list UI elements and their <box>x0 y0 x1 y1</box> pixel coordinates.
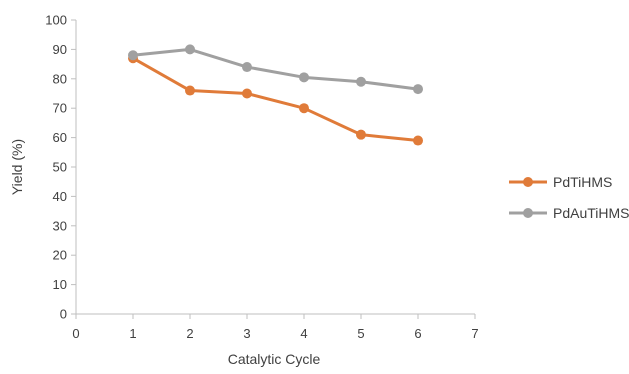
data-point-pdautihms <box>128 50 138 61</box>
data-point-pdautihms <box>413 84 423 95</box>
y-tick-label: 40 <box>53 189 67 204</box>
x-tick-label: 4 <box>300 326 307 341</box>
x-tick-label: 3 <box>243 326 250 341</box>
data-point-pdtihms <box>185 85 195 96</box>
data-point-pdtihms <box>242 88 252 99</box>
series-layer <box>128 44 423 146</box>
data-point-pdtihms <box>356 129 366 140</box>
y-tick-label: 100 <box>45 13 67 28</box>
data-point-pdtihms <box>413 135 423 146</box>
x-tick-label: 6 <box>414 326 421 341</box>
data-point-pdautihms <box>242 62 252 73</box>
y-tick-label: 20 <box>53 248 67 263</box>
legend-label-pdtihms: PdTiHMS <box>553 174 612 190</box>
data-point-pdautihms <box>356 76 366 87</box>
y-tick-label: 80 <box>53 71 67 86</box>
legend-marker-pdautihms <box>523 208 533 218</box>
axes: 0 10 20 30 40 50 60 70 80 90 100 0 1 2 3 4 5 6 7 <box>45 13 478 342</box>
data-point-pdtihms <box>299 103 309 114</box>
series-line-pdautihms <box>131 47 420 91</box>
x-tick-label: 1 <box>129 326 136 341</box>
y-tick-label: 50 <box>53 160 67 175</box>
x-tick-label: 2 <box>186 326 193 341</box>
x-tick-label: 0 <box>72 326 79 341</box>
y-tick-label: 0 <box>60 307 67 322</box>
y-tick-label: 60 <box>53 130 67 145</box>
x-axis-title: Catalytic Cycle <box>228 351 321 367</box>
legend: PdTiHMS PdAuTiHMS <box>509 174 629 221</box>
y-tick-label: 30 <box>53 218 67 233</box>
legend-label-pdautihms: PdAuTiHMS <box>553 205 629 221</box>
legend-marker-pdtihms <box>523 177 533 187</box>
y-tick-label: 10 <box>53 277 67 292</box>
data-point-pdautihms <box>185 44 195 55</box>
y-tick-label: 70 <box>53 101 67 116</box>
y-tick-label: 90 <box>53 42 67 57</box>
series-line-pdtihms <box>131 56 420 143</box>
x-tick-label: 7 <box>471 326 478 341</box>
x-tick-label: 5 <box>357 326 364 341</box>
y-axis-title: Yield (%) <box>9 139 25 195</box>
data-point-pdautihms <box>299 72 309 83</box>
